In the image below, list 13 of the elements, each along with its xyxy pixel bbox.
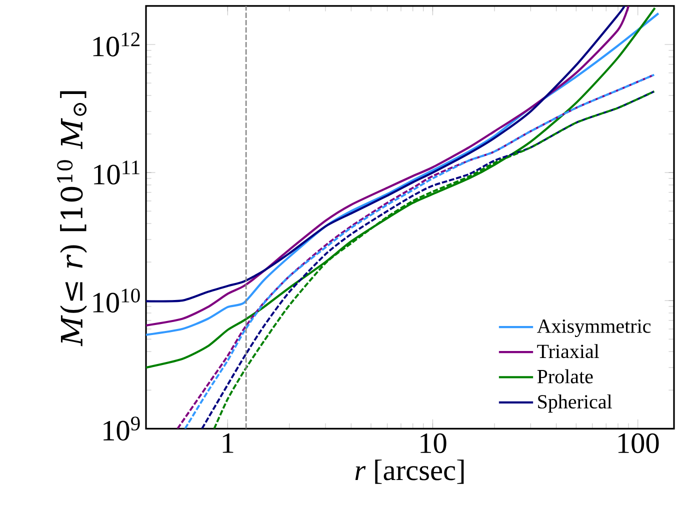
legend-label: Prolate	[537, 369, 593, 384]
legend-label: Triaxial	[537, 344, 600, 358]
legend-label: Axisymmetric	[536, 320, 651, 338]
y-tick-label: 10$^{12}$	[93, 32, 140, 57]
x-tick-label: 1	[222, 434, 234, 453]
y-tick-label: 10$^{11}$	[94, 160, 140, 185]
x-tick-label: 10	[420, 434, 446, 454]
y-tick-label: 10$^{9}$	[104, 416, 140, 441]
legend-label: Spherical	[538, 394, 612, 413]
y-axis-title: M(≤ r) [10$^{10}$ M$_{⊙}$]	[57, 91, 87, 346]
x-axis-title: r [arcsec]	[355, 460, 464, 484]
x-tick-label: 100	[618, 434, 659, 454]
y-tick-label: 10$^{10}$	[93, 288, 140, 313]
